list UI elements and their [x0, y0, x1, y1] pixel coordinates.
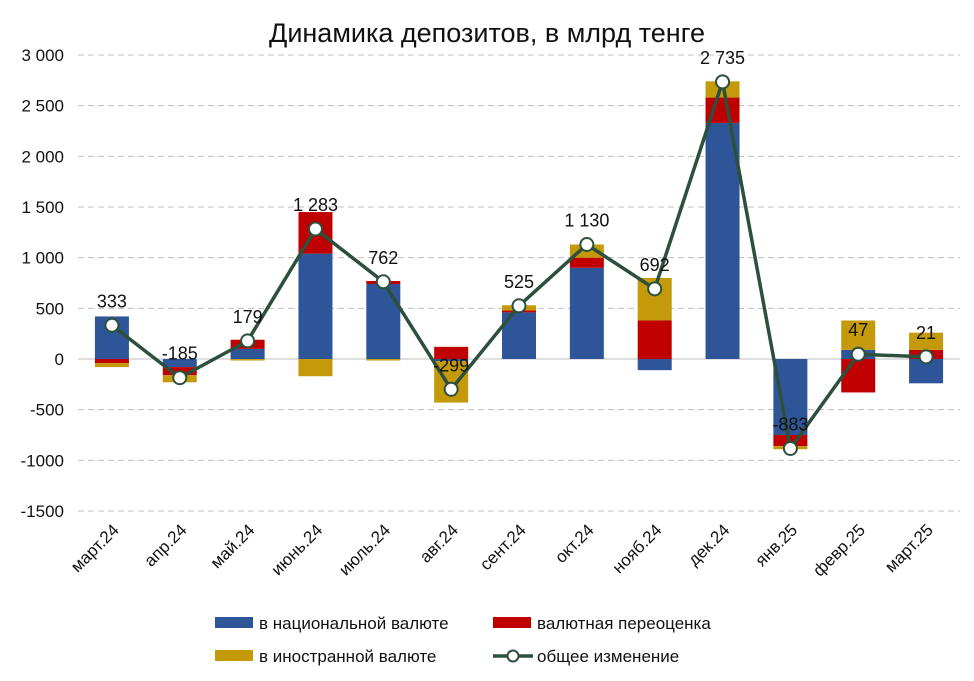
y-tick-label: 1 000	[21, 249, 64, 268]
legend-label: валютная переоценка	[537, 614, 711, 633]
chart-title: Динамика депозитов, в млрд тенге	[269, 18, 705, 48]
total-change-marker	[375, 274, 391, 290]
legend: в национальной валюте валютная переоценка…	[215, 614, 711, 666]
x-tick-label: нояб.24	[609, 520, 666, 577]
bar-segment	[773, 359, 808, 435]
y-tick-label: -1000	[21, 451, 64, 470]
data-label: -185	[162, 344, 198, 364]
legend-label: в национальной валюте	[259, 614, 449, 633]
y-tick-label: 0	[55, 350, 64, 369]
bar-segment	[94, 363, 129, 368]
bar-segment	[230, 348, 265, 359]
x-tick-label: янв.25	[752, 520, 802, 570]
y-tick-label: 3 000	[21, 46, 64, 65]
y-tick-label: -500	[30, 401, 64, 420]
bar-segment	[569, 267, 604, 359]
total-change-marker	[782, 440, 798, 456]
bar-segment	[366, 284, 401, 359]
y-tick-label: 2 500	[21, 97, 64, 116]
data-label: 2 735	[700, 48, 745, 68]
x-tick-label: июль.24	[335, 520, 394, 579]
total-change-marker	[579, 236, 595, 252]
bar-segment	[162, 359, 197, 368]
bar-segment	[298, 253, 333, 359]
total-change-marker	[104, 317, 120, 333]
total-change-marker	[307, 221, 323, 237]
x-tick-label: июнь.24	[268, 520, 327, 579]
data-label: 1 130	[564, 210, 609, 230]
bar-segment	[637, 320, 672, 359]
bars	[94, 81, 944, 450]
legend-marker	[506, 649, 520, 663]
legend-swatch	[215, 650, 253, 661]
bar-segment	[841, 359, 876, 393]
data-label: 762	[368, 248, 398, 268]
data-label: 179	[233, 307, 263, 327]
data-label: 692	[640, 255, 670, 275]
total-change-marker	[647, 281, 663, 297]
bar-segment	[94, 359, 129, 364]
total-change-marker	[443, 381, 459, 397]
bar-segment	[705, 122, 740, 359]
bar-segment	[434, 359, 469, 362]
x-tick-label: май.24	[207, 520, 259, 572]
x-axis-labels: март.24 апр.24 май.24 июнь.24 июль.24 авг.24 с…	[67, 520, 937, 580]
data-label: 1 283	[293, 195, 338, 215]
y-tick-label: 1 500	[21, 198, 64, 217]
x-tick-label: окт.24	[551, 520, 597, 566]
y-tick-label: 2 000	[21, 147, 64, 166]
total-change-marker	[918, 349, 934, 365]
x-tick-label: дек.24	[684, 520, 733, 569]
data-labels: 333 -185 179 1 283 762 -299 525 1 130 692 2 735 -8…	[97, 48, 936, 435]
data-label: -299	[433, 355, 469, 375]
total-change-marker	[715, 74, 731, 90]
total-change-marker	[850, 346, 866, 362]
total-change-marker	[172, 370, 188, 386]
data-label: 47	[848, 320, 868, 340]
x-tick-label: март.25	[881, 520, 937, 576]
legend-label: общее изменение	[537, 647, 679, 666]
legend-swatch	[493, 617, 531, 628]
x-tick-label: авг.24	[416, 520, 462, 566]
x-tick-label: февр.25	[809, 520, 869, 580]
x-tick-label: сент.24	[476, 520, 530, 574]
bar-segment	[230, 359, 265, 361]
x-tick-label: март.24	[67, 520, 123, 576]
bar-segment	[298, 359, 333, 377]
bar-segment	[434, 346, 469, 359]
bar-segment	[569, 257, 604, 268]
bar-segment	[909, 332, 944, 350]
data-label: -883	[772, 414, 808, 434]
legend-label: в иностранной валюте	[259, 647, 436, 666]
bar-segment	[366, 359, 401, 361]
data-label: 333	[97, 291, 127, 311]
data-label: 525	[504, 272, 534, 292]
total-change-marker	[511, 298, 527, 314]
total-change-marker	[240, 333, 256, 349]
y-tick-label: 500	[36, 299, 64, 318]
data-label: 21	[916, 323, 936, 343]
legend-swatch	[215, 617, 253, 628]
total-change-line	[104, 74, 934, 456]
bar-segment	[841, 320, 876, 350]
x-tick-label: апр.24	[141, 520, 191, 570]
bar-segment	[637, 359, 672, 371]
y-tick-label: -1500	[21, 502, 64, 521]
